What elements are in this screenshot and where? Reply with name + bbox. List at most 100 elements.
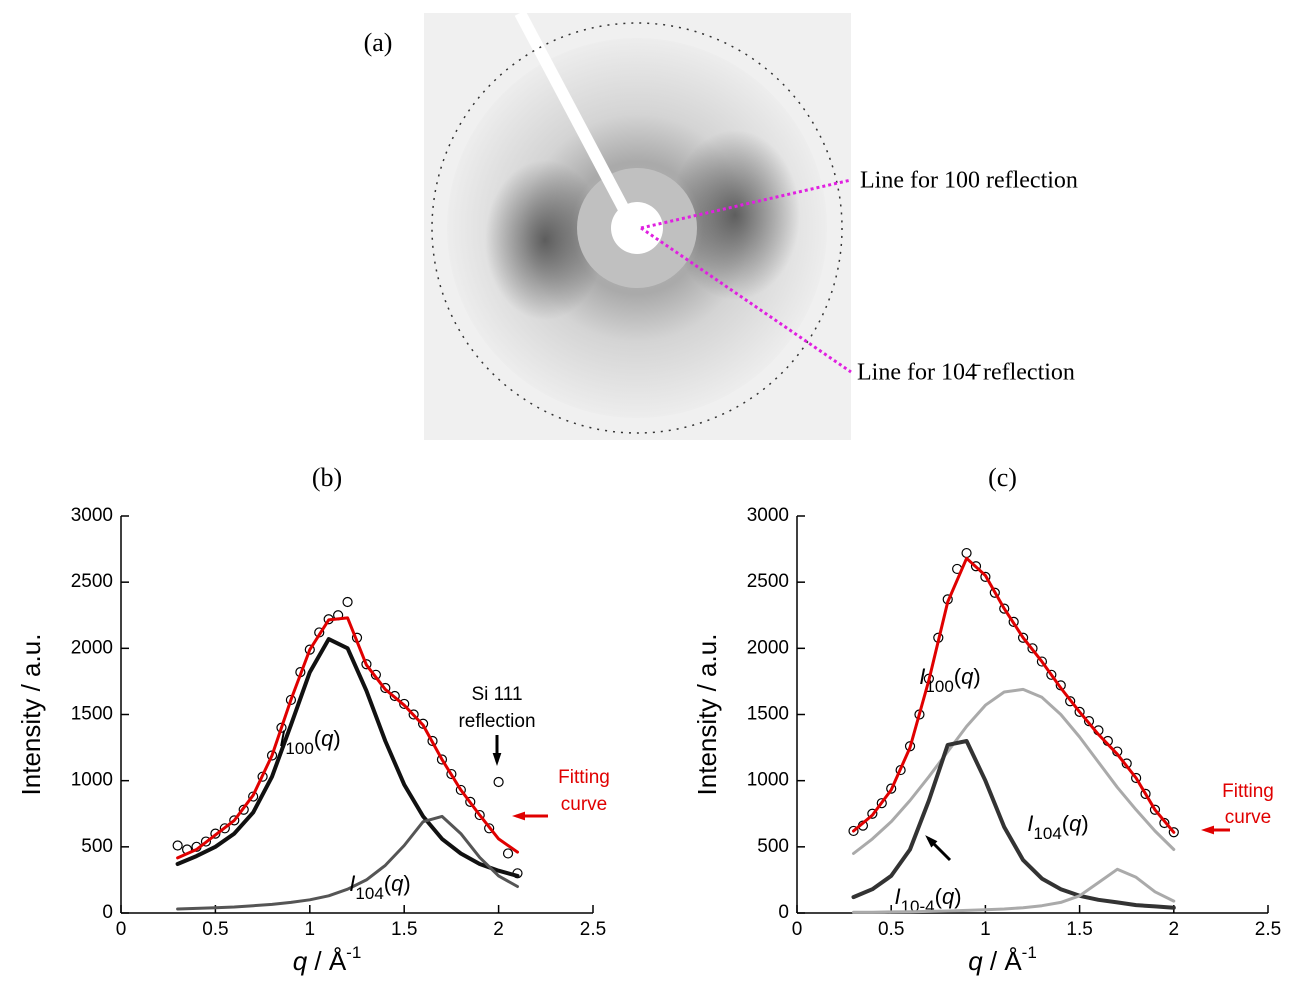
x-tick-label: 0: [116, 919, 127, 940]
y-tick-label: 2500: [71, 571, 113, 592]
data-point: [465, 796, 476, 807]
data-point: [229, 815, 240, 826]
y-tick-label: 2000: [71, 637, 113, 658]
data-point: [980, 571, 991, 582]
data-point: [502, 848, 514, 859]
y-tick-label: 500: [81, 836, 113, 857]
data-point: [342, 596, 353, 608]
data-point: [1017, 632, 1029, 643]
y-tick-label: 2500: [747, 571, 789, 592]
x-tick-label: 2.5: [580, 919, 606, 940]
y-tick-label: 1000: [71, 770, 113, 791]
data-point: [1036, 656, 1048, 667]
data-point: [380, 682, 391, 694]
y-axis-title: Intensity / a.u.: [16, 634, 46, 796]
data-point: [999, 603, 1010, 614]
curve: [852, 687, 1176, 855]
data-point: [1140, 788, 1151, 800]
data-point: [210, 828, 221, 839]
y-tick-label: 3000: [747, 505, 789, 526]
data-point: [200, 836, 212, 847]
annotation: reflection: [458, 711, 535, 732]
data-point: [1159, 817, 1170, 829]
data-point: [399, 698, 410, 710]
annotation: Fitting: [1222, 781, 1274, 802]
x-tick-label: 0: [792, 919, 803, 940]
data-point: [1074, 706, 1085, 717]
y-axis-title: Intensity / a.u.: [692, 634, 722, 796]
annotation: Fitting: [558, 767, 610, 788]
data-point: [172, 840, 183, 851]
curve: [176, 616, 519, 860]
data-point: [961, 547, 972, 559]
annotation: curve: [1225, 807, 1271, 828]
series-label: I104(q): [349, 871, 410, 903]
data-point: [867, 808, 878, 819]
arrow-head: [925, 835, 938, 848]
arrow-head: [492, 752, 502, 766]
x-tick-label: 2.5: [1255, 919, 1281, 940]
chart-title: (c): [988, 463, 1017, 492]
y-tick-label: 1500: [71, 704, 113, 725]
x-tick-label: 1: [305, 919, 316, 940]
series-label: I104(q): [1027, 811, 1088, 843]
annotation: curve: [561, 794, 607, 815]
arrow-head: [1201, 825, 1215, 835]
data-point: [238, 804, 249, 815]
x-tick-label: 1.5: [391, 919, 417, 940]
data-point: [886, 783, 897, 794]
series-label: I100(q): [919, 664, 980, 696]
y-tick-label: 1500: [747, 704, 789, 725]
x-tick-label: 0.5: [202, 919, 228, 940]
data-point: [1046, 669, 1057, 680]
data-point: [1065, 696, 1076, 707]
data-point: [408, 709, 419, 720]
panel-label: (a): [364, 28, 393, 57]
x-axis-title: q / Å-1: [293, 943, 362, 976]
data-point: [493, 776, 504, 788]
x-tick-label: 2: [1169, 919, 1180, 940]
data-point: [361, 659, 372, 670]
data-point: [484, 823, 495, 834]
x-tick-label: 2: [493, 919, 504, 940]
y-tick-label: 0: [778, 902, 789, 923]
data-point: [219, 823, 230, 834]
x-tick-label: 1.5: [1066, 919, 1092, 940]
data-point: [1083, 716, 1095, 727]
data-point: [1008, 616, 1019, 627]
curve: [851, 739, 1176, 910]
arrow-head: [512, 811, 526, 821]
diffraction-image: [424, 10, 852, 440]
y-tick-label: 1000: [747, 770, 789, 791]
data-point: [1168, 827, 1179, 838]
data-point: [427, 735, 438, 747]
data-point: [304, 644, 315, 655]
annotation: Si 111: [471, 684, 522, 705]
curve: [176, 814, 519, 911]
curve: [852, 867, 1176, 914]
data-point: [417, 718, 429, 729]
data-point: [446, 768, 457, 780]
curve: [852, 556, 1176, 834]
annotation: Line for 100 reflection: [860, 168, 1078, 194]
chart-title: (b): [312, 463, 342, 492]
data-point: [436, 754, 448, 765]
x-axis-title: q / Å-1: [968, 943, 1037, 976]
data-point: [1149, 804, 1161, 815]
data-point: [455, 784, 466, 796]
data-point: [1027, 643, 1038, 654]
y-tick-label: 3000: [71, 505, 113, 526]
data-point: [389, 690, 400, 702]
annotation: Line for 104̄ reflection: [857, 360, 1075, 386]
data-point: [1131, 772, 1142, 784]
curve: [175, 637, 520, 878]
series-label: I100(q): [279, 726, 340, 758]
chart: (c) 0 500 1000 1500 2000 2500 3000 0 0.5 1 1.5 2 2.5 I…: [692, 463, 1281, 976]
y-tick-label: 2000: [747, 637, 789, 658]
y-tick-label: 500: [757, 836, 789, 857]
data-point: [474, 809, 485, 821]
data-point: [848, 825, 859, 837]
x-tick-label: 0.5: [878, 919, 904, 940]
x-tick-label: 1: [980, 919, 991, 940]
